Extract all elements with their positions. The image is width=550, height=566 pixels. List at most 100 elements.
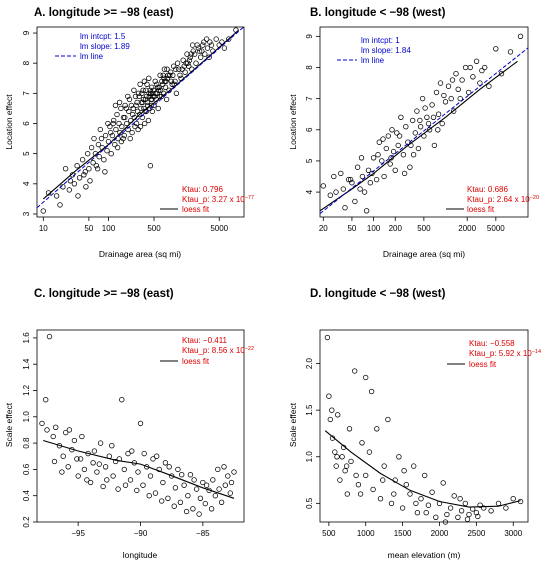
panel-d-point (339, 454, 345, 460)
panel-b-point (448, 95, 454, 102)
panel-a-point (221, 45, 228, 51)
panel-b-point (370, 155, 377, 161)
panel-a-point (105, 120, 111, 127)
panel-d-point (466, 511, 472, 518)
panel-b-ytick-label: 4 (305, 189, 314, 194)
panel-b-point (493, 46, 499, 52)
panel-b-point (441, 92, 447, 99)
panel-b-point (477, 80, 483, 86)
panel-d-point (352, 368, 358, 374)
panel-c-point (97, 440, 104, 446)
panel-d-point (442, 519, 449, 525)
panel-c-point (39, 420, 45, 427)
panel-a-point (110, 120, 116, 127)
panel-a-point (132, 93, 139, 100)
panel-b-axes: 20 50 100 200 500 2000 5000 4 5 6 7 8 9 (305, 34, 505, 233)
panel-d-point (332, 449, 338, 455)
panel-a-point (202, 51, 208, 57)
panel-d-point (422, 472, 428, 479)
panel-a-point (134, 99, 140, 106)
panel-c-point (59, 469, 65, 475)
panel-d-point (473, 510, 480, 516)
panel-a-lm-intercept: lm intcpt: 1.5 (80, 32, 126, 41)
panel-a-point (137, 81, 143, 87)
panel-a-xlabel: Drainage area (sq mi) (99, 249, 181, 259)
panel-d-title: D. longitude < −98 (west) (310, 288, 446, 300)
panel-a-point (133, 120, 140, 127)
panel-c-point (81, 466, 88, 473)
panel-b: B. longitude < −98 (west) 20 50 100 200 500 2… (288, 7, 539, 259)
panel-c-point (179, 472, 185, 478)
panel-c-loess-label: loess fit (182, 357, 210, 366)
panel-b-point (507, 49, 514, 55)
panel-b-ytick-label: 7 (305, 96, 314, 101)
panel-a-point (126, 96, 133, 103)
panel-d-point (425, 502, 432, 508)
panel-d-point (380, 477, 386, 483)
panel-d-point (368, 388, 375, 395)
panel-b-point (383, 145, 389, 152)
panel-c-point (122, 482, 129, 488)
panel-a-point (126, 108, 132, 115)
panel-c-ktau-p: Ktau_p: 8.56 x 10−22 (182, 346, 254, 355)
panel-a-point (174, 60, 181, 66)
panel-a-point (90, 160, 96, 166)
panel-b-ktau: Ktau: 0.686 (467, 185, 508, 194)
panel-b-point (417, 117, 423, 124)
panel-a-point (109, 132, 116, 139)
panel-b-point (381, 173, 387, 180)
panel-d-point (433, 514, 439, 520)
panel-b-point (403, 124, 409, 130)
panel-d-point (346, 426, 353, 432)
panel-a-point (144, 99, 151, 106)
panel-d-point (423, 510, 429, 516)
panel-b-point (422, 105, 428, 111)
panel-d-ytick-label: 1.0 (305, 451, 314, 463)
panel-a-point (183, 60, 189, 66)
panel-a-point (164, 66, 170, 72)
panel-b-point (498, 71, 505, 77)
panel-b-xtick-label: 50 (347, 224, 356, 233)
panel-a-point (101, 157, 107, 163)
panel-d-point (444, 511, 450, 518)
panel-a-point (163, 96, 170, 103)
panel-a-point (124, 120, 130, 127)
panel-a-point (113, 126, 119, 133)
panel-a-point (154, 81, 160, 87)
panel-d-point (353, 472, 359, 479)
panel-c-point (210, 477, 216, 483)
panel-b-lm-slope: lm slope: 1.84 (361, 46, 411, 55)
panel-b-point (361, 189, 368, 195)
panel-a-point (116, 120, 122, 127)
panel-c-point (146, 493, 152, 499)
panel-a-point (135, 90, 142, 96)
panel-d-point (475, 513, 481, 520)
panel-b-point (425, 120, 432, 127)
panel-b-point (379, 158, 385, 164)
panel-a-point (182, 69, 188, 75)
panel-d-xtick-label: 500 (322, 529, 336, 538)
panel-a-point (149, 96, 155, 103)
panel-d-ylabel: Scale effect (288, 402, 298, 447)
panel-c-point (177, 499, 184, 505)
panel-d-point (457, 496, 463, 502)
panel-a-point (137, 123, 144, 130)
panel-c-point (172, 485, 179, 491)
panel-b-point (380, 136, 386, 142)
panel-a-point (147, 163, 154, 169)
panel-d-point (462, 500, 468, 507)
panel-b-xtick-label: 500 (417, 224, 431, 233)
panel-c-ytick-label: 0.6 (22, 463, 31, 475)
panel-c-points (39, 333, 237, 517)
panel-a-point (102, 132, 109, 139)
panel-b-point (331, 173, 337, 180)
panel-d-points (324, 334, 524, 525)
panel-c-point (208, 506, 215, 512)
panel-a-point (123, 105, 130, 112)
panel-a-point (213, 36, 219, 42)
panel-a-point (118, 105, 124, 112)
panel-a-ytick-label: 4 (22, 181, 31, 186)
panel-c-title: C. longitude >= −98 (east) (34, 288, 174, 300)
panel-c-point (119, 397, 125, 403)
panel-a-point (143, 93, 150, 100)
